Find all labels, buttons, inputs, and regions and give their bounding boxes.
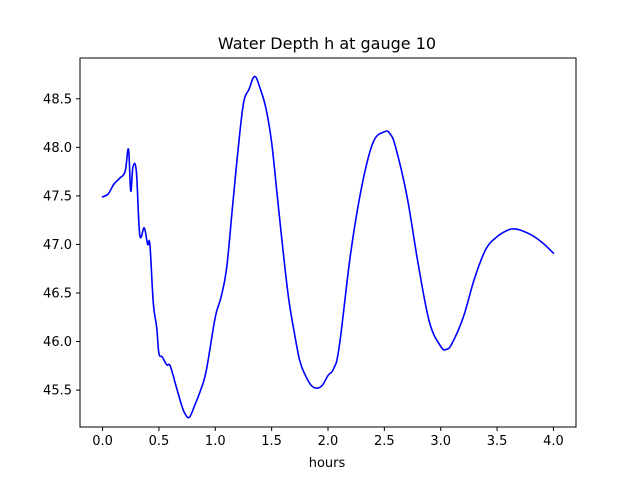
x-tick-label: 3.0 bbox=[430, 434, 451, 449]
y-axis: 45.5 46.0 46.5 47.0 47.5 48.0 48.5 bbox=[43, 92, 80, 399]
x-tick-label: 1.0 bbox=[205, 434, 226, 449]
y-tick-label: 45.5 bbox=[43, 384, 72, 399]
x-tick-label: 4.0 bbox=[543, 434, 564, 449]
x-axis: 0.0 0.5 1.0 1.5 2.0 2.5 3.0 3.5 4.0 bbox=[92, 427, 564, 449]
x-tick-label: 1.5 bbox=[261, 434, 282, 449]
y-tick-label: 47.5 bbox=[43, 189, 72, 204]
x-tick-label: 2.0 bbox=[318, 434, 339, 449]
x-tick-label: 0.5 bbox=[149, 434, 170, 449]
y-tick-label: 48.5 bbox=[43, 92, 72, 107]
x-tick-label: 2.5 bbox=[374, 434, 395, 449]
chart-title: Water Depth h at gauge 10 bbox=[218, 34, 436, 53]
series-line bbox=[101, 75, 555, 419]
x-tick-label: 3.5 bbox=[487, 434, 508, 449]
y-tick-label: 48.0 bbox=[43, 141, 72, 156]
y-tick-label: 47.0 bbox=[43, 238, 72, 253]
y-tick-label: 46.5 bbox=[43, 286, 72, 301]
y-tick-label: 46.0 bbox=[43, 335, 72, 350]
x-axis-label: hours bbox=[309, 456, 346, 471]
x-tick-label: 0.0 bbox=[92, 434, 113, 449]
